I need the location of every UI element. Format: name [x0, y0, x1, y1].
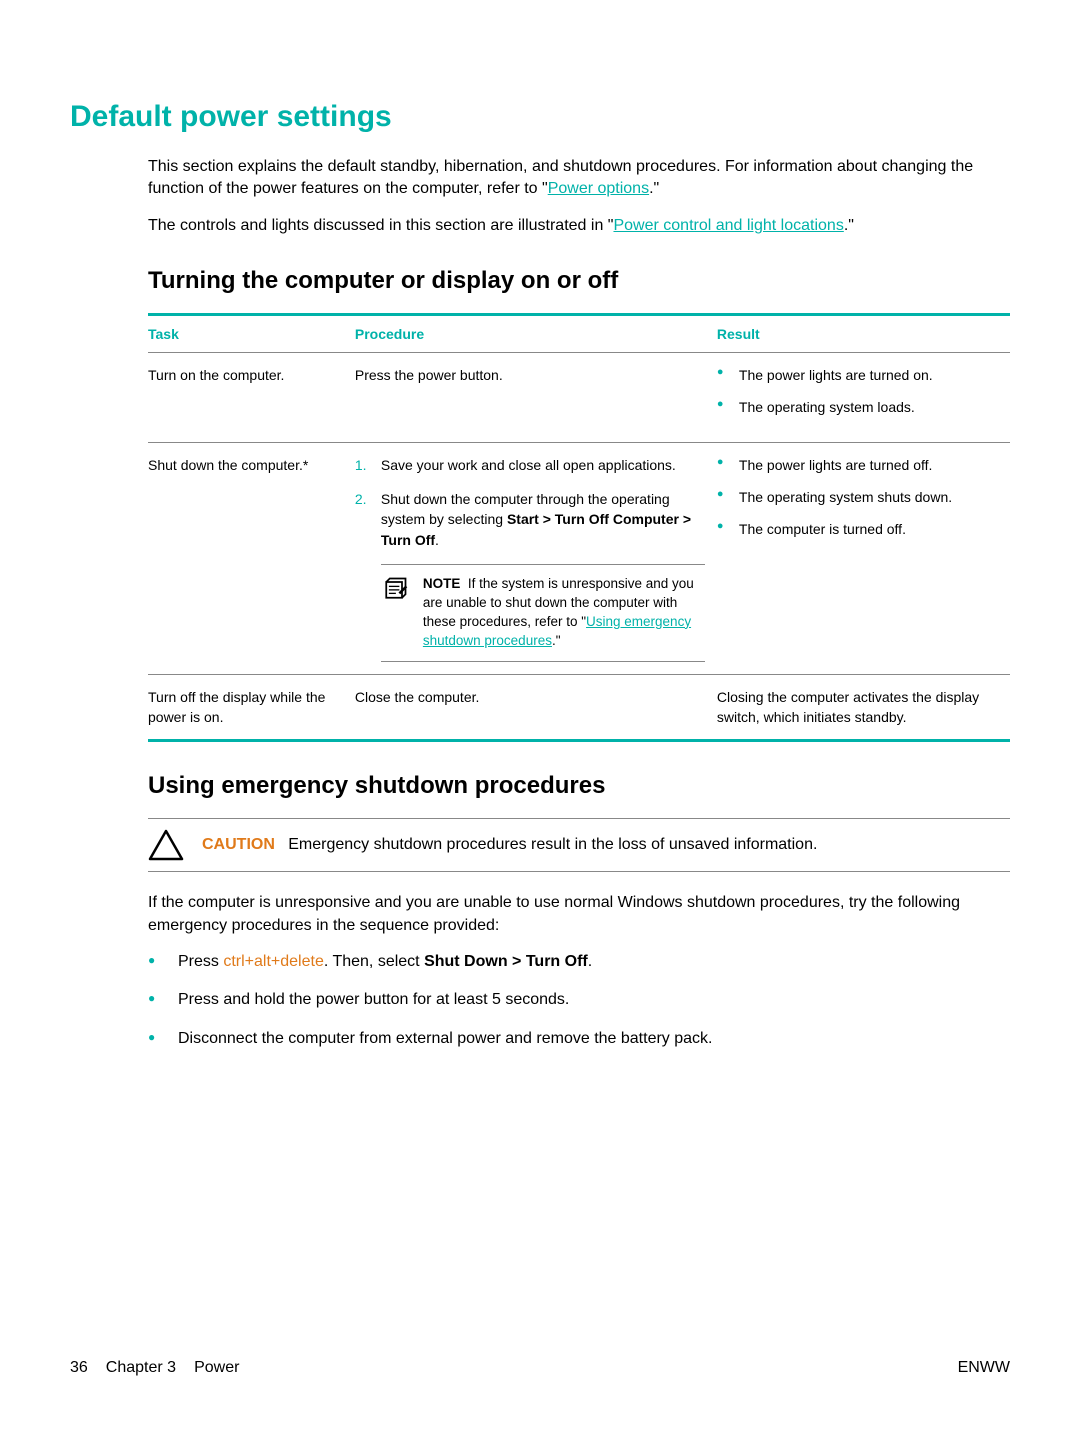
table-row: Turn on the computer. Press the power bu…	[148, 353, 1010, 443]
kbd-text: ctrl+alt+delete	[223, 953, 324, 970]
th-result: Result	[717, 315, 1010, 353]
th-procedure: Procedure	[355, 315, 717, 353]
step-text: Save your work and close all open applic…	[381, 457, 676, 473]
task-cell: Turn off the display while the power is …	[148, 674, 355, 741]
note-text: NOTE If the system is unresponsive and y…	[423, 575, 705, 651]
list-item: Press and hold the power button for at l…	[148, 989, 1010, 1011]
emergency-list: Press ctrl+alt+delete. Then, select Shut…	[148, 951, 1010, 1050]
table-row: Turn off the display while the power is …	[148, 674, 1010, 741]
step-number: 1.	[355, 455, 367, 475]
bullet-text: .	[588, 953, 592, 970]
intro2-tail: ."	[844, 217, 854, 234]
footer-right: ENWW	[958, 1359, 1010, 1377]
intro2-text: The controls and lights discussed in thi…	[148, 217, 613, 234]
note-tail: ."	[552, 633, 561, 648]
page-title: Default power settings	[70, 100, 1010, 134]
power-options-link[interactable]: Power options	[548, 180, 649, 197]
intro-para-1: This section explains the default standb…	[148, 156, 1010, 201]
power-control-link[interactable]: Power control and light locations	[613, 217, 843, 234]
result-item: The operating system shuts down.	[717, 487, 998, 507]
result-item: The computer is turned off.	[717, 519, 998, 539]
caution-text: CAUTION Emergency shutdown procedures re…	[202, 836, 817, 854]
note-icon	[381, 575, 409, 603]
chapter-title: Power	[194, 1359, 239, 1377]
step-item: 1. Save your work and close all open app…	[355, 455, 705, 475]
th-task: Task	[148, 315, 355, 353]
step-tail: .	[435, 532, 439, 548]
section1-heading: Turning the computer or display on or of…	[148, 267, 1010, 295]
bullet-text: Press	[178, 953, 223, 970]
list-item: Disconnect the computer from external po…	[148, 1028, 1010, 1050]
note-label: NOTE	[423, 576, 461, 591]
task-cell: Turn on the computer.	[148, 353, 355, 443]
caution-box: CAUTION Emergency shutdown procedures re…	[148, 818, 1010, 872]
result-item: The power lights are turned off.	[717, 455, 998, 475]
table-row: Shut down the computer.* 1. Save your wo…	[148, 442, 1010, 674]
result-item: The operating system loads.	[717, 397, 998, 417]
note-box: NOTE If the system is unresponsive and y…	[381, 564, 705, 662]
bullet-text: Press and hold the power button for at l…	[178, 991, 569, 1008]
page-number: 36	[70, 1359, 88, 1377]
task-cell: Shut down the computer.*	[148, 442, 355, 674]
result-cell: The power lights are turned off. The ope…	[717, 442, 1010, 674]
procedure-cell: 1. Save your work and close all open app…	[355, 442, 717, 674]
step-number: 2.	[355, 489, 367, 509]
page-footer: 36 Chapter 3 Power ENWW	[70, 1359, 1010, 1377]
intro-para-2: The controls and lights discussed in thi…	[148, 215, 1010, 237]
result-cell: The power lights are turned on. The oper…	[717, 353, 1010, 443]
result-item: The power lights are turned on.	[717, 365, 998, 385]
intro-block: This section explains the default standb…	[148, 156, 1010, 237]
result-cell: Closing the computer activates the displ…	[717, 674, 1010, 741]
chapter-label: Chapter 3	[106, 1359, 176, 1377]
intro1-tail: ."	[649, 180, 659, 197]
list-item: Press ctrl+alt+delete. Then, select Shut…	[148, 951, 1010, 973]
section2-heading: Using emergency shutdown procedures	[148, 772, 1010, 800]
step-item: 2. Shut down the computer through the op…	[355, 489, 705, 550]
procedure-cell: Close the computer.	[355, 674, 717, 741]
caution-icon	[148, 829, 184, 861]
caution-label: CAUTION	[202, 836, 275, 853]
bullet-text: . Then, select	[324, 953, 424, 970]
procedure-cell: Press the power button.	[355, 353, 717, 443]
power-table: Task Procedure Result Turn on the comput…	[148, 313, 1010, 742]
bullet-text: Disconnect the computer from external po…	[178, 1030, 712, 1047]
section2-para: If the computer is unresponsive and you …	[148, 892, 1010, 937]
bullet-bold: Shut Down > Turn Off	[424, 953, 588, 970]
caution-body: Emergency shutdown procedures result in …	[288, 836, 817, 853]
